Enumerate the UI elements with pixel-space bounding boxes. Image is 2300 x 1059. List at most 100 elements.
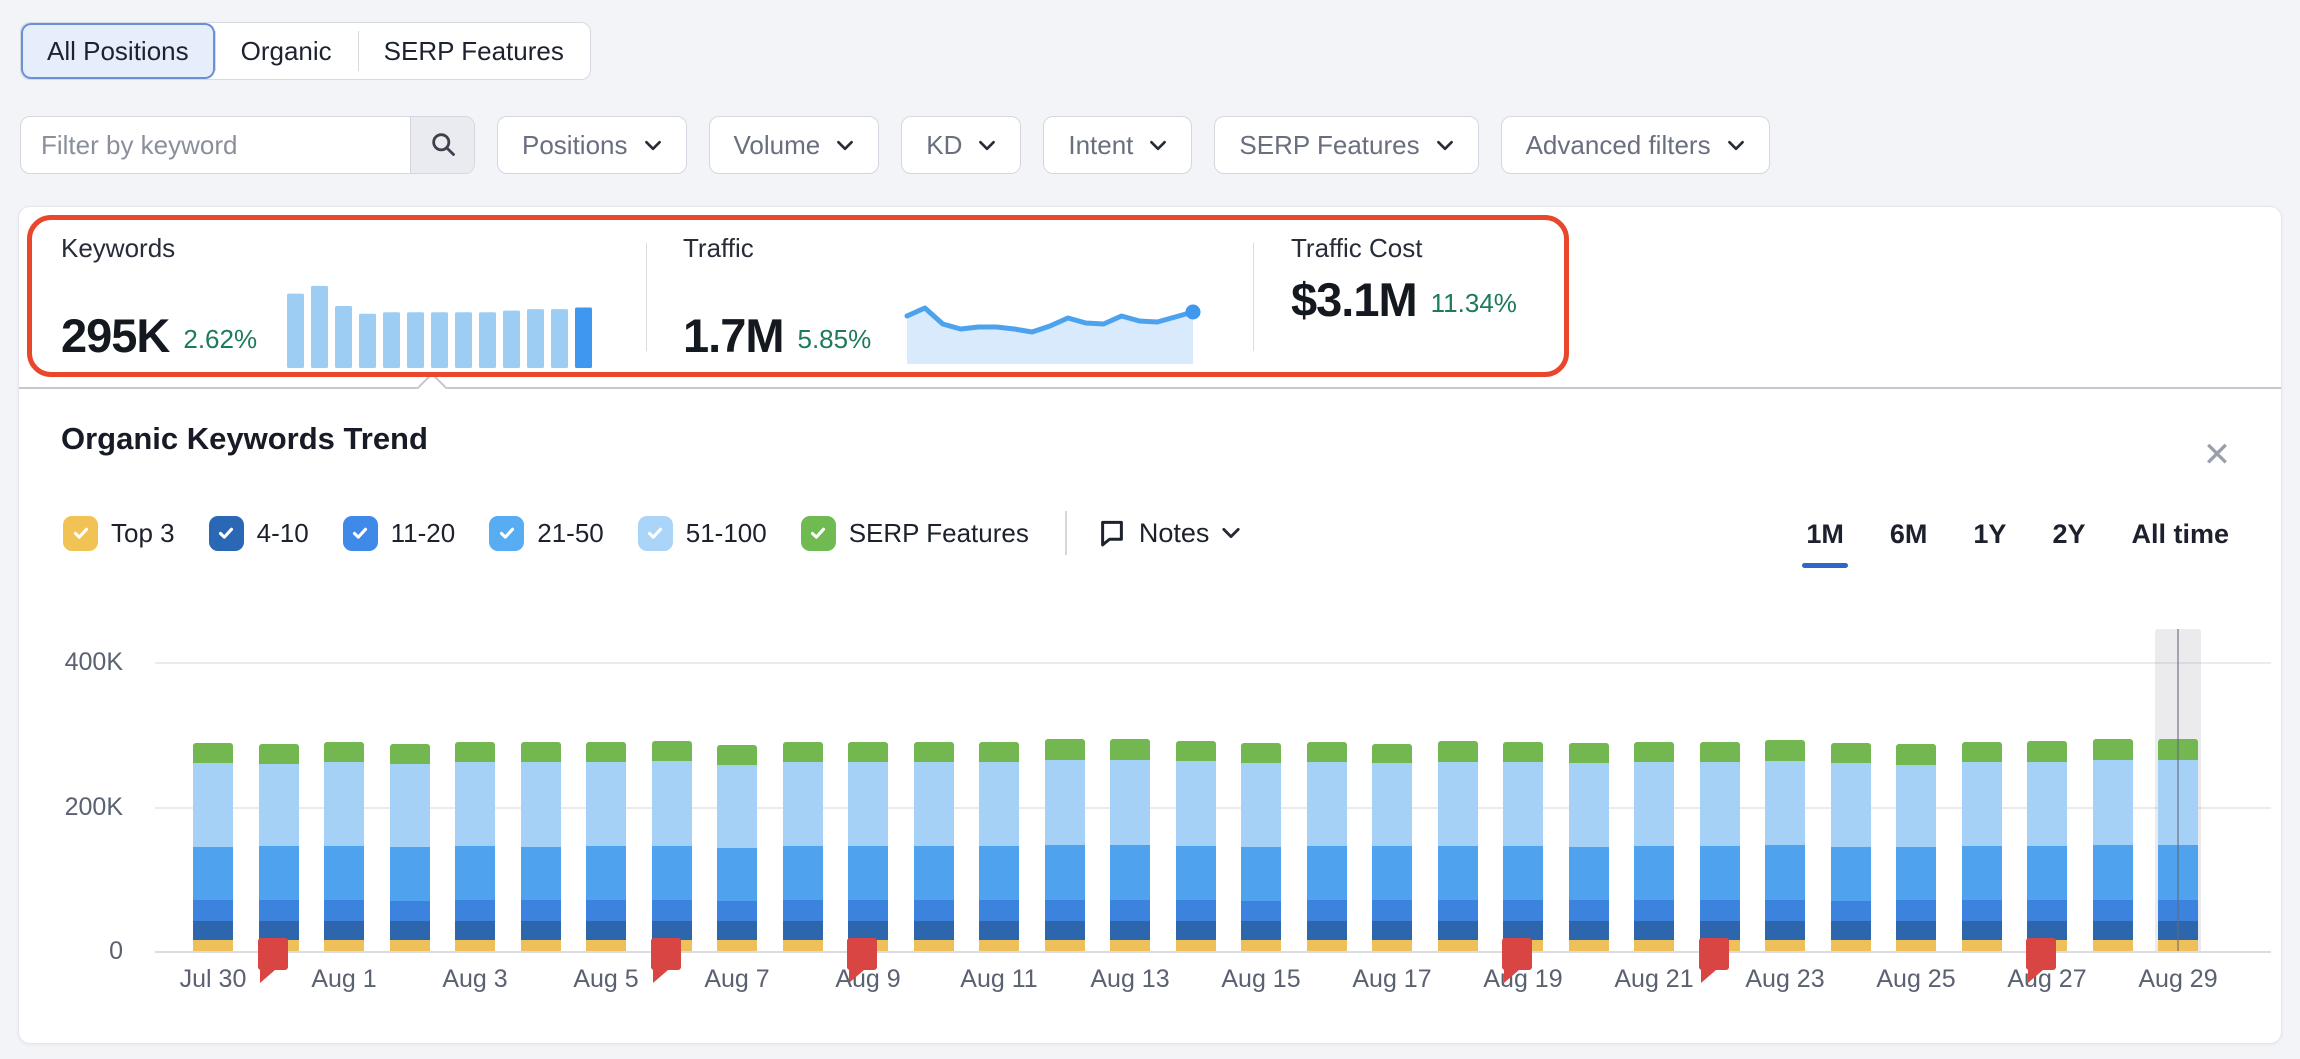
stacked-bar[interactable] <box>717 745 757 951</box>
close-icon[interactable]: ✕ <box>2199 437 2235 473</box>
stacked-bar[interactable] <box>1306 741 1347 952</box>
legend-toggle-top-3[interactable]: Top 3 <box>63 515 175 551</box>
stacked-bar[interactable] <box>2092 738 2133 951</box>
legend-label: Top 3 <box>111 517 175 548</box>
note-flag-aug-9[interactable] <box>847 938 877 983</box>
stacked-bar[interactable] <box>1568 742 1609 951</box>
x-tick-label: Aug 17 <box>1352 965 1432 993</box>
legend-toggle-11-20[interactable]: 11-20 <box>342 515 455 551</box>
chart-legend: Top 3 4-10 11-20 21-50 51-100 SERP Features N… <box>63 511 1241 555</box>
bar-segment-top-3 <box>1765 940 1805 951</box>
stacked-bar[interactable] <box>1699 741 1740 952</box>
bar-segment-21-50 <box>1961 846 2002 901</box>
range-6m[interactable]: 6M <box>1889 519 1928 549</box>
stacked-bar[interactable] <box>782 742 823 951</box>
stacked-bar[interactable] <box>258 744 299 951</box>
stacked-bar[interactable] <box>1765 740 1805 951</box>
bar-segment-51-100 <box>258 763 299 847</box>
stacked-bar[interactable] <box>520 742 561 951</box>
bar-segment-51-100 <box>389 763 430 847</box>
note-flag-aug-27[interactable] <box>2026 938 2056 983</box>
bar-segment-4-10 <box>324 920 364 941</box>
legend-toggle-51-100[interactable]: 51-100 <box>637 515 767 551</box>
filter-dropdown-intent[interactable]: Intent <box>1043 116 1193 174</box>
stacked-bar[interactable] <box>1896 744 1936 951</box>
main-card: Keywords 295K 2.62% Traffic 1.7M 5.85% T… <box>18 206 2282 1044</box>
filter-dropdown-positions[interactable]: Positions <box>497 116 687 174</box>
note-flag-jul-31[interactable] <box>257 938 288 983</box>
notes-label: Notes <box>1138 517 1210 548</box>
filter-dropdown-kd[interactable]: KD <box>901 116 1022 174</box>
gridline <box>155 662 2271 664</box>
bar-segment-51-100 <box>1961 762 2002 847</box>
stacked-bar[interactable] <box>455 742 495 951</box>
bar-segment-11-20 <box>1437 900 1478 921</box>
keywords-value: 295K <box>61 309 170 362</box>
bar-segment-top-3 <box>1110 940 1150 951</box>
traffic-cost-stat[interactable]: Traffic Cost $3.1M 11.34% <box>1291 233 1517 323</box>
range-all-time[interactable]: All time <box>2131 519 2229 549</box>
stacked-bar[interactable] <box>1372 743 1412 951</box>
filter-dropdown-serp-features[interactable]: SERP Features <box>1214 116 1479 174</box>
stacked-bar[interactable] <box>1961 742 2002 951</box>
stacked-bar[interactable] <box>651 740 692 951</box>
stacked-bar[interactable] <box>848 741 888 952</box>
keywords-stat[interactable]: Keywords 295K 2.62% <box>61 233 593 368</box>
traffic-stat[interactable]: Traffic 1.7M 5.85% <box>683 233 1201 364</box>
bar-segment-serp-features <box>1961 742 2002 763</box>
search-button[interactable] <box>410 117 474 173</box>
legend-label: SERP Features <box>848 517 1029 548</box>
stacked-bar[interactable] <box>1110 739 1150 951</box>
bar-segment-21-50 <box>258 846 299 901</box>
keyword-filter-input[interactable] <box>21 117 410 173</box>
stacked-bar[interactable] <box>1437 740 1478 951</box>
bar-segment-serp-features <box>717 745 757 765</box>
filter-bar: Positions Volume KD Intent SERP Features Adva… <box>20 116 1770 174</box>
note-flag-aug-6[interactable] <box>650 938 681 983</box>
stacked-bar[interactable] <box>1044 739 1085 951</box>
stacked-bar[interactable] <box>193 742 233 951</box>
bar-segment-11-20 <box>1044 900 1085 921</box>
bar-segment-11-20 <box>1634 900 1674 921</box>
tab-all-positions[interactable]: All Positions <box>21 23 215 79</box>
stacked-bar[interactable] <box>2027 740 2067 951</box>
stacked-bar[interactable] <box>1241 742 1281 951</box>
bar-segment-21-50 <box>1044 845 1085 901</box>
stacked-bar[interactable] <box>1634 741 1674 952</box>
stacked-bar[interactable] <box>1175 740 1216 951</box>
legend-toggle-serp-features[interactable]: SERP Features <box>800 515 1029 551</box>
stacked-bar[interactable] <box>979 741 1019 952</box>
filter-dropdown-advanced-filters[interactable]: Advanced filters <box>1500 116 1770 174</box>
stacked-bar[interactable] <box>586 741 626 952</box>
bar-segment-4-10 <box>1306 920 1347 941</box>
bar-segment-serp-features <box>1110 739 1150 761</box>
notes-dropdown[interactable]: Notes <box>1097 518 1242 549</box>
stacked-bar[interactable] <box>389 743 430 951</box>
stacked-bar[interactable] <box>324 742 364 951</box>
dropdown-label: KD <box>926 129 963 160</box>
range-2y[interactable]: 2Y <box>2052 519 2086 549</box>
range-1y[interactable]: 1Y <box>1973 519 2007 549</box>
filter-dropdown-volume[interactable]: Volume <box>708 116 880 174</box>
legend-toggle-4-10[interactable]: 4-10 <box>208 515 309 551</box>
bar-segment-top-3 <box>979 940 1019 951</box>
legend-toggle-21-50[interactable]: 21-50 <box>489 515 604 551</box>
bar-segment-4-10 <box>2092 920 2133 941</box>
stacked-bar[interactable] <box>1830 742 1871 951</box>
bar-segment-11-20 <box>979 900 1019 921</box>
tab-organic[interactable]: Organic <box>214 23 358 79</box>
bar-segment-21-50 <box>1830 846 1871 902</box>
stacked-bar[interactable] <box>1503 741 1543 952</box>
checkbox-checked-icon <box>489 515 525 551</box>
chevron-down-icon <box>1436 140 1454 151</box>
note-flag-aug-22[interactable] <box>1698 938 1729 983</box>
hovered-column-line <box>2177 629 2179 951</box>
tab-serp-features[interactable]: SERP Features <box>357 23 590 79</box>
bar-segment-51-100 <box>651 761 692 846</box>
stacked-bar[interactable] <box>913 742 954 951</box>
range-1m[interactable]: 1M <box>1802 519 1848 568</box>
bar-segment-11-20 <box>913 899 954 921</box>
bar-segment-serp-features <box>586 741 626 763</box>
bar-segment-51-100 <box>2027 761 2067 847</box>
note-flag-aug-19[interactable] <box>1502 938 1532 983</box>
